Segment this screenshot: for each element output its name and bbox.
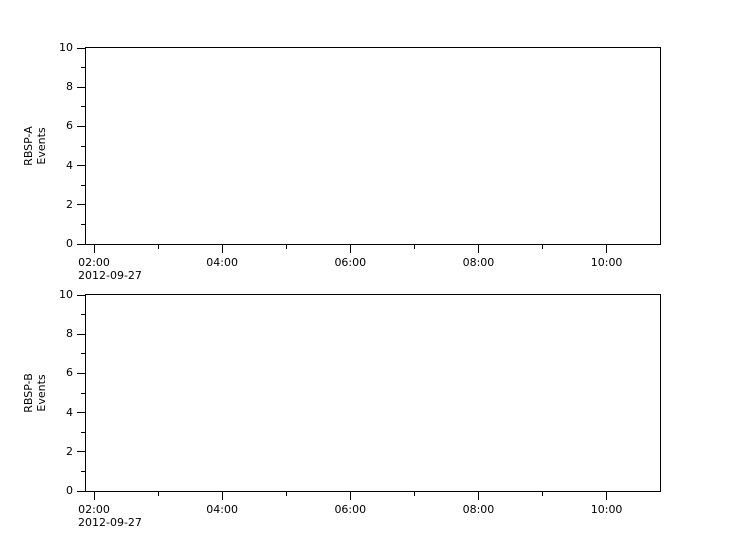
- y-tick-label: 10: [59, 41, 73, 54]
- y-tick-label: 4: [66, 158, 73, 172]
- y-major-tick: [77, 125, 85, 127]
- plot-area: [85, 47, 661, 245]
- y-minor-tick: [81, 314, 85, 316]
- y-tick-label: 6: [66, 119, 73, 133]
- x-minor-tick: [413, 245, 415, 249]
- x-tick-label: 10:00: [590, 503, 623, 516]
- x-tick-label: 04:00: [206, 256, 238, 269]
- y-minor-tick: [81, 223, 85, 225]
- x-minor-tick: [157, 492, 159, 496]
- x-major-tick: [93, 492, 95, 500]
- y-minor-tick: [81, 67, 85, 69]
- y-tick-label: 4: [66, 405, 73, 419]
- y-major-tick: [77, 243, 85, 245]
- y-major-tick: [77, 333, 85, 335]
- x-major-tick: [93, 245, 95, 253]
- y-major-tick: [77, 490, 85, 492]
- plot-area: [85, 294, 661, 492]
- y-major-tick: [77, 412, 85, 414]
- x-tick-label: 06:00: [334, 503, 367, 516]
- y-minor-tick: [81, 392, 85, 394]
- y-minor-tick: [81, 353, 85, 355]
- y-tick-label: 0: [66, 237, 73, 250]
- x-axis-date-label: 2012-09-27: [78, 269, 142, 282]
- x-minor-tick: [542, 492, 544, 496]
- y-minor-tick: [81, 431, 85, 433]
- y-axis-title-line: RBSP-B: [22, 373, 35, 413]
- x-tick-label: 02:00: [78, 503, 110, 516]
- y-tick-label: 8: [66, 80, 73, 94]
- y-major-tick: [77, 204, 85, 206]
- y-axis-title-line: RBSP-A: [22, 126, 35, 166]
- x-tick-label: 08:00: [462, 503, 495, 516]
- x-major-tick: [477, 492, 479, 500]
- y-minor-tick: [81, 470, 85, 472]
- x-tick-label: 08:00: [462, 256, 495, 269]
- x-minor-tick: [285, 245, 287, 249]
- y-tick-label: 2: [66, 444, 73, 458]
- y-major-tick: [77, 86, 85, 88]
- x-tick-label: 02:00: [78, 256, 110, 269]
- x-tick-label: 06:00: [334, 256, 367, 269]
- y-axis-title: RBSP-B Events: [22, 333, 48, 453]
- x-major-tick: [606, 492, 608, 500]
- y-major-tick: [77, 451, 85, 453]
- x-major-tick: [349, 492, 351, 500]
- y-major-tick: [77, 165, 85, 167]
- x-minor-tick: [542, 245, 544, 249]
- y-major-tick: [77, 47, 85, 49]
- x-major-tick: [221, 492, 223, 500]
- y-tick-label: 6: [66, 366, 73, 380]
- y-tick-label: 8: [66, 327, 73, 341]
- x-major-tick: [477, 245, 479, 253]
- x-axis-date-label: 2012-09-27: [78, 516, 142, 529]
- y-major-tick: [77, 294, 85, 296]
- y-axis-title-line: Events: [35, 374, 48, 412]
- x-minor-tick: [285, 492, 287, 496]
- y-axis-title-line: Events: [35, 127, 48, 165]
- x-major-tick: [606, 245, 608, 253]
- y-minor-tick: [81, 184, 85, 186]
- y-minor-tick: [81, 145, 85, 147]
- x-minor-tick: [413, 492, 415, 496]
- x-tick-label: 10:00: [590, 256, 623, 269]
- y-axis-title: RBSP-A Events: [22, 86, 48, 206]
- y-major-tick: [77, 372, 85, 374]
- x-minor-tick: [157, 245, 159, 249]
- y-tick-label: 0: [66, 484, 73, 497]
- x-major-tick: [221, 245, 223, 253]
- x-tick-label: 04:00: [206, 503, 238, 516]
- y-tick-label: 2: [66, 197, 73, 211]
- x-major-tick: [349, 245, 351, 253]
- y-tick-label: 10: [59, 288, 73, 301]
- y-minor-tick: [81, 106, 85, 108]
